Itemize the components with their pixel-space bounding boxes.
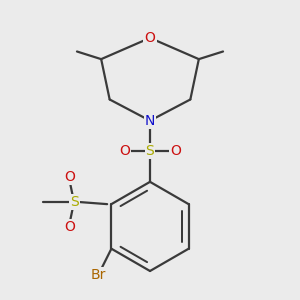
Text: S: S <box>70 195 78 209</box>
Text: O: O <box>145 31 155 45</box>
Text: O: O <box>64 169 75 184</box>
Text: N: N <box>145 114 155 128</box>
Text: Br: Br <box>91 268 106 282</box>
Text: S: S <box>146 144 154 158</box>
Text: O: O <box>119 144 130 158</box>
Text: O: O <box>64 220 75 235</box>
Text: O: O <box>170 144 181 158</box>
